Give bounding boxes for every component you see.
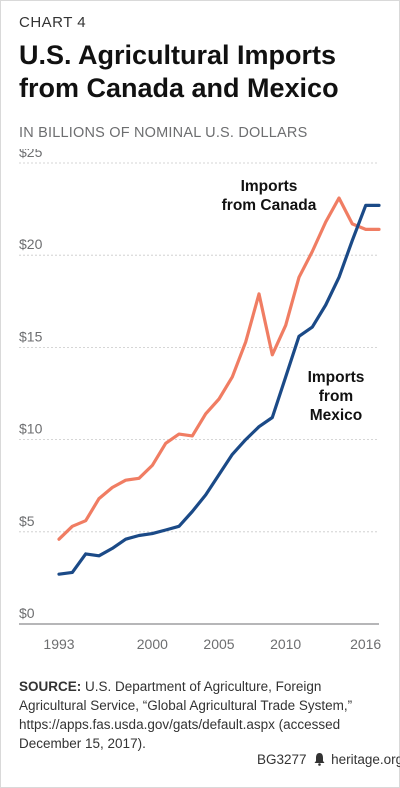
x-tick-label: 1993 bbox=[43, 636, 74, 652]
y-tick-label: $15 bbox=[19, 328, 43, 344]
source-label: SOURCE: bbox=[19, 679, 82, 694]
x-tick-label: 2000 bbox=[137, 636, 168, 652]
mexico-series-label: Mexico bbox=[310, 407, 363, 424]
mexico-series-label: Imports bbox=[308, 369, 365, 386]
canada-series-label: Imports bbox=[241, 178, 298, 195]
line-chart: $0 $5 $10 $15 $20 $25 1993 2000 2005 2010 2016 Impo… bbox=[19, 149, 381, 652]
y-tick-label: $5 bbox=[19, 513, 35, 529]
x-tick-label: 2016 bbox=[350, 636, 381, 652]
site-name: heritage.org bbox=[331, 752, 400, 767]
y-tick-label: $0 bbox=[19, 605, 35, 621]
y-tick-label: $20 bbox=[19, 236, 43, 252]
chart-subtitle: IN BILLIONS OF NOMINAL U.S. DOLLARS bbox=[19, 125, 308, 141]
x-tick-label: 2005 bbox=[203, 636, 234, 652]
mexico-series-label: from bbox=[319, 388, 353, 405]
chart-number: CHART 4 bbox=[19, 14, 87, 31]
y-tick-label: $10 bbox=[19, 421, 43, 437]
x-tick-label: 2010 bbox=[270, 636, 301, 652]
source-note: SOURCE: U.S. Department of Agriculture, … bbox=[19, 677, 387, 753]
canada-series-label: from Canada bbox=[222, 197, 317, 214]
liberty-bell-icon bbox=[314, 752, 325, 769]
canada-series-line bbox=[57, 196, 381, 541]
footer-credit: BG3277 heritage.org bbox=[257, 752, 400, 769]
y-tick-label: $25 bbox=[19, 149, 43, 160]
source-text: U.S. Department of Agriculture, Foreign … bbox=[19, 679, 353, 751]
mexico-series-line bbox=[57, 203, 381, 576]
report-id: BG3277 bbox=[257, 752, 307, 767]
chart-title: U.S. Agricultural Imports from Canada an… bbox=[19, 40, 339, 103]
